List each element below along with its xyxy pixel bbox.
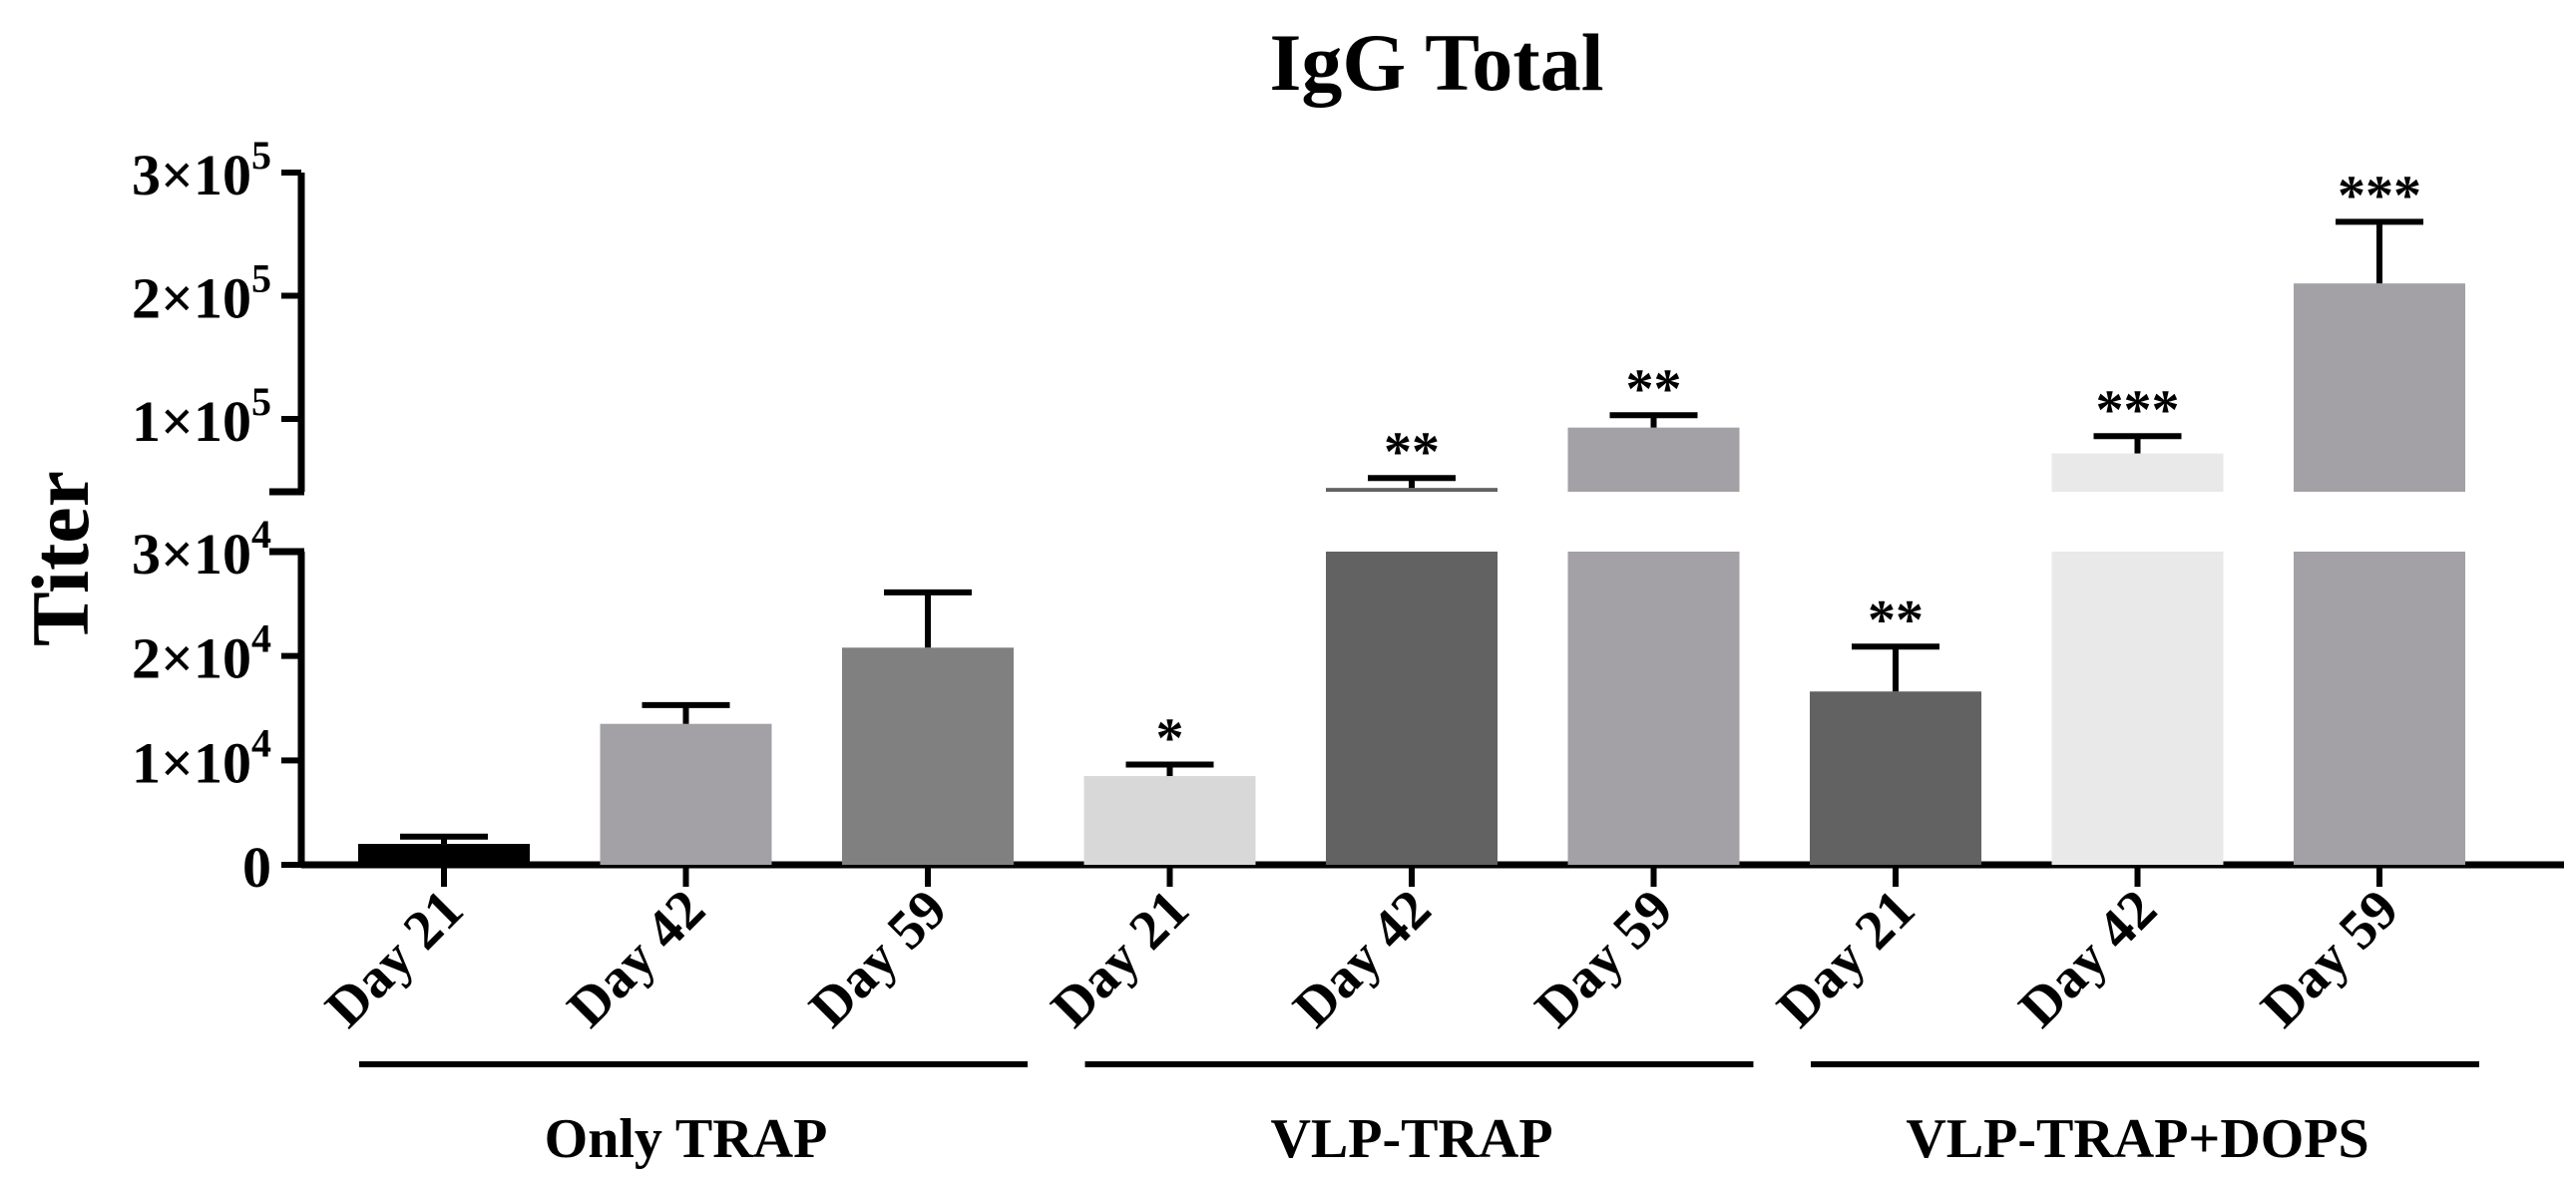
- bar-5-lower: [1567, 552, 1740, 865]
- chart-title: IgG Total: [1270, 17, 1604, 108]
- x-tick-label-6: Day 21: [1766, 878, 1928, 1039]
- bar-7-lower: [2051, 552, 2224, 865]
- group-label-2: VLP-TRAP+DOPS: [1906, 1108, 2368, 1170]
- significance-4: **: [1384, 421, 1440, 483]
- bar-0: [358, 844, 530, 865]
- x-tick-label-7: Day 42: [2007, 878, 2169, 1039]
- y-tick-upper-2-label: 3×105: [132, 133, 271, 207]
- group-labels: Only TRAP VLP-TRAP VLP-TRAP+DOPS: [359, 1061, 2479, 1170]
- bar-3: [1083, 776, 1256, 865]
- significance-5: **: [1626, 358, 1682, 420]
- bar-4-lower: [1326, 552, 1498, 865]
- group-label-0: Only TRAP: [545, 1108, 828, 1170]
- bar-1: [600, 723, 772, 865]
- bar-8-lower: [2294, 552, 2465, 865]
- bar-6: [1810, 691, 1981, 865]
- y-tick-lower-0-label: 0: [242, 835, 271, 900]
- bar-2: [842, 647, 1014, 865]
- significance-6: **: [1868, 590, 1924, 651]
- y-tick-lower-3-label: 3×104: [132, 512, 271, 587]
- x-tick-label-2: Day 59: [798, 878, 960, 1039]
- significance-8: ***: [2338, 165, 2421, 226]
- x-tick-label-5: Day 59: [1523, 878, 1685, 1039]
- x-tick-label-8: Day 59: [2250, 878, 2411, 1039]
- y-tick-lower-1-label: 1×104: [132, 720, 271, 795]
- bar-5-upper: [1567, 427, 1740, 492]
- group-label-1: VLP-TRAP: [1270, 1108, 1552, 1170]
- x-tick-label-4: Day 42: [1282, 878, 1444, 1039]
- y-axis-label: Titer: [15, 471, 106, 646]
- bar-4-upper: [1326, 488, 1498, 492]
- x-tick-labels: Day 21 Day 42 Day 59 Day 21 Day 42 Day 59 Day …: [314, 865, 2411, 1039]
- y-tick-upper-0-label: 1×105: [132, 379, 271, 454]
- axes: 0 1×104 2×104 3×104 1×105 2×105 3×105: [132, 133, 2564, 900]
- significance-3: *: [1156, 708, 1184, 770]
- y-tick-upper-1-label: 2×105: [132, 256, 271, 331]
- bar-8-upper: [2294, 283, 2465, 492]
- y-tick-lower-2-label: 2×104: [132, 616, 271, 691]
- bars: *************: [358, 165, 2465, 865]
- x-tick-label-1: Day 42: [556, 878, 717, 1039]
- bar-7-upper: [2051, 453, 2224, 492]
- x-tick-label-0: Day 21: [314, 878, 476, 1039]
- significance-7: ***: [2096, 379, 2180, 441]
- x-tick-label-3: Day 21: [1040, 878, 1201, 1039]
